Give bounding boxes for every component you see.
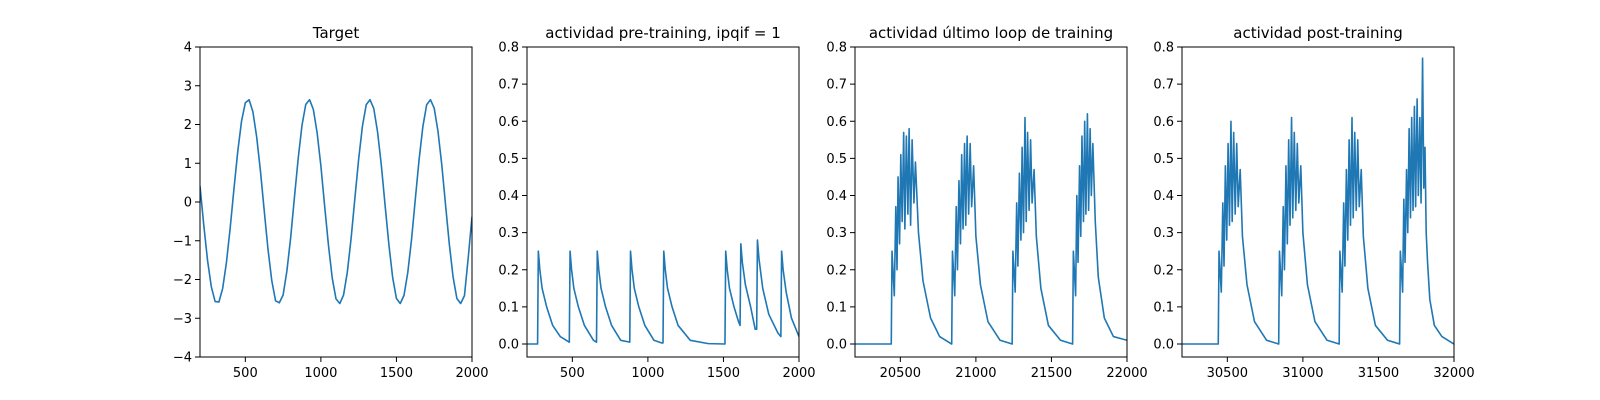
x-tick-label: 20500	[880, 366, 921, 381]
y-tick-label: 0.8	[826, 41, 847, 56]
axes-frame	[199, 46, 473, 358]
x-tick-label: 21000	[955, 366, 996, 381]
y-tick-label: 0.0	[1153, 338, 1174, 353]
x-tick-label: 31500	[1358, 366, 1399, 381]
x-tick-label: 1500	[707, 366, 740, 381]
y-tick-label: 0.4	[826, 189, 847, 204]
y-tick-label: 0.2	[498, 263, 519, 278]
y-tick-label: 0.4	[498, 189, 519, 204]
y-tick-label: 0.3	[826, 226, 847, 241]
y-tick-label: 0.4	[1153, 189, 1174, 204]
x-tick-label: 500	[560, 366, 585, 381]
y-tick-label: 0.1	[826, 300, 847, 315]
x-tick-label: 31000	[1282, 366, 1323, 381]
axes-frame	[854, 46, 1128, 358]
series-line-1	[527, 239, 799, 345]
series-line-1	[200, 98, 472, 305]
y-tick-label: 0.6	[498, 115, 519, 130]
y-tick-label: 1	[184, 157, 192, 172]
y-tick-label: 0.5	[498, 152, 519, 167]
y-tick-label: −3	[173, 312, 192, 327]
y-tick-label: 0.8	[1153, 41, 1174, 56]
axes-frame	[526, 46, 800, 358]
subplot-2: 500 1000 1500 2000 0.0 0.1 0.2 0.3 0.4 0.5 0.6 0.7 0…	[498, 24, 815, 381]
y-tick-label: 0.1	[1153, 300, 1174, 315]
y-tick-label: −4	[173, 351, 192, 366]
x-tick-label: 30500	[1207, 366, 1248, 381]
y-tick-label: 0.7	[1153, 78, 1174, 93]
y-tick-label: 0.0	[826, 338, 847, 353]
y-tick-label: 0.6	[1153, 115, 1174, 130]
subplot-1: 500 1000 1500 2000 −4 −3 −2 −1 0 1 2 3 4 Target	[173, 24, 489, 381]
x-tick-label: 1000	[304, 366, 337, 381]
subplot-4: 30500 31000 31500 32000 0.0 0.1 0.2 0.3 0.4 0.5 0.…	[1153, 24, 1474, 381]
x-tick-label: 500	[233, 366, 258, 381]
y-tick-label: 0.7	[826, 78, 847, 93]
series-line-1	[1182, 57, 1454, 345]
x-tick-label: 32000	[1433, 366, 1474, 381]
subplot-3: 20500 21000 21500 22000 0.0 0.1 0.2 0.3 0.4 0.5 0.…	[826, 24, 1147, 381]
y-tick-label: 0	[184, 196, 192, 211]
axes-frame	[1181, 46, 1455, 358]
y-tick-label: 0.5	[1153, 152, 1174, 167]
chart-title: Target	[312, 24, 360, 42]
chart-title: actividad pre-training, ipqif = 1	[545, 24, 781, 42]
x-tick-label: 2000	[782, 366, 815, 381]
y-tick-label: 0.3	[1153, 226, 1174, 241]
chart-title: actividad post-training	[1233, 24, 1402, 42]
series-line-1	[855, 113, 1127, 345]
x-tick-label: 22000	[1106, 366, 1147, 381]
x-tick-label: 1500	[380, 366, 413, 381]
y-tick-label: 2	[184, 118, 192, 133]
y-tick-label: 0.0	[498, 338, 519, 353]
y-tick-label: 0.2	[826, 263, 847, 278]
y-tick-label: 0.3	[498, 226, 519, 241]
y-tick-label: 0.5	[826, 152, 847, 167]
y-tick-label: 4	[184, 41, 192, 56]
chart-title: actividad último loop de training	[869, 24, 1113, 42]
y-tick-label: −2	[173, 273, 192, 288]
y-tick-label: 0.2	[1153, 263, 1174, 278]
y-tick-label: 0.7	[498, 78, 519, 93]
x-tick-label: 2000	[455, 366, 488, 381]
y-tick-label: 3	[184, 79, 192, 94]
x-tick-label: 21500	[1031, 366, 1072, 381]
x-tick-label: 1000	[631, 366, 664, 381]
y-tick-label: 0.1	[498, 300, 519, 315]
y-tick-label: 0.8	[498, 41, 519, 56]
y-tick-label: −1	[173, 234, 192, 249]
y-tick-label: 0.6	[826, 115, 847, 130]
